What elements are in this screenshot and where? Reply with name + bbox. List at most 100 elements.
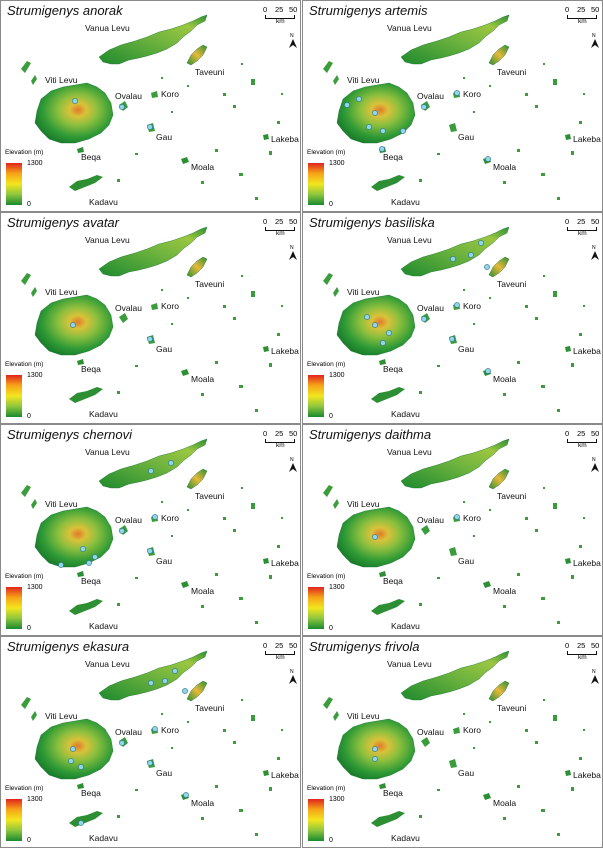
label-vanua-levu: Vanua Levu (387, 235, 432, 245)
koro-island (453, 727, 460, 734)
legend-title: Elevation (m) (307, 785, 346, 792)
scale-unit: km (276, 18, 285, 25)
north-label: N (592, 245, 596, 251)
fiji-map (323, 14, 585, 200)
scale-line (265, 227, 295, 231)
taveuni-island (186, 468, 208, 490)
record-marker (468, 252, 474, 258)
record-marker (72, 98, 78, 104)
taveuni-island (186, 256, 208, 278)
label-kadavu: Kadavu (391, 833, 420, 843)
lakeba-island (263, 346, 269, 352)
north-arrow: N (590, 457, 600, 473)
label-moala: Moala (191, 798, 215, 808)
label-vanua-levu: Vanua Levu (85, 23, 130, 33)
beqa-island (77, 571, 84, 577)
fiji-map (21, 438, 283, 624)
taveuni-island (488, 256, 510, 278)
label-gau: Gau (458, 556, 475, 566)
scale-unit: km (276, 230, 285, 237)
species-title: Strumigenys daithma (309, 427, 432, 442)
north-label: N (290, 669, 294, 675)
elevation-legend: Elevation (m) 1300 0 (307, 573, 377, 633)
moala-island (483, 793, 491, 800)
record-marker (86, 560, 92, 566)
scale-tick-50: 50 (289, 217, 298, 226)
label-lakeba: Lakeba (271, 770, 299, 780)
taveuni-island (488, 468, 510, 490)
scale-line (265, 439, 295, 443)
record-marker (162, 678, 168, 684)
scale-tick-0: 0 (565, 429, 570, 438)
elevation-legend: Elevation (m) 1300 0 (307, 149, 377, 209)
minor-islands (323, 61, 585, 200)
record-marker (454, 302, 460, 308)
north-arrow-icon (591, 39, 599, 48)
map-panel-2: Strumigenys artemis Vanua Levu Viti Levu… (302, 0, 603, 212)
ovalau-island (421, 525, 430, 535)
label-kadavu: Kadavu (391, 409, 420, 419)
record-markers (364, 240, 491, 374)
vanua-levu-island (400, 14, 510, 65)
label-koro: Koro (161, 89, 179, 99)
north-arrow: N (288, 33, 298, 49)
scale-unit: km (578, 442, 587, 449)
scale-line (567, 15, 597, 19)
label-moala: Moala (191, 162, 215, 172)
legend-title: Elevation (m) (307, 149, 346, 156)
record-marker (182, 688, 188, 694)
record-marker (147, 548, 153, 554)
scale-line (265, 651, 295, 655)
scale-tick-50: 50 (591, 217, 600, 226)
moala-island (483, 581, 491, 588)
scale-tick-50: 50 (591, 429, 600, 438)
legend-min: 0 (27, 201, 31, 208)
legend-title: Elevation (m) (5, 149, 44, 156)
label-taveuni: Taveuni (195, 279, 225, 289)
north-arrow-icon (289, 39, 297, 48)
scale-tick-50: 50 (289, 641, 298, 650)
record-marker (380, 340, 386, 346)
record-marker (372, 110, 378, 116)
scale-tick-25: 25 (275, 429, 284, 438)
label-koro: Koro (161, 725, 179, 735)
minor-islands (323, 697, 585, 836)
label-lakeba: Lakeba (573, 770, 601, 780)
record-marker (372, 322, 378, 328)
koro-island (151, 91, 158, 98)
kadavu-island (69, 599, 103, 615)
scale-bar: 0 25 50 km (565, 641, 601, 667)
map-panel-7: Strumigenys ekasura Vanua Levu Viti Levu… (0, 636, 301, 848)
north-label: N (290, 457, 294, 463)
label-taveuni: Taveuni (497, 279, 527, 289)
label-taveuni: Taveuni (497, 67, 527, 77)
record-marker (147, 124, 153, 130)
legend-min: 0 (329, 625, 333, 632)
beqa-island (379, 571, 386, 577)
scale-line (567, 439, 597, 443)
scale-tick-0: 0 (565, 641, 570, 650)
record-marker (78, 764, 84, 770)
record-marker (152, 726, 158, 732)
label-taveuni: Taveuni (195, 491, 225, 501)
fiji-map (21, 14, 283, 200)
north-label: N (592, 33, 596, 39)
scale-bar: 0 25 50 km (263, 5, 299, 31)
label-lakeba: Lakeba (271, 558, 299, 568)
legend-max: 1300 (27, 372, 43, 379)
taveuni-island (186, 44, 208, 66)
vanua-levu-island (98, 650, 208, 701)
elevation-color-ramp (308, 163, 324, 205)
label-gau: Gau (156, 344, 173, 354)
elevation-color-ramp (308, 799, 324, 841)
lakeba-island (263, 134, 269, 140)
vanua-levu-island (98, 226, 208, 277)
label-lakeba: Lakeba (271, 134, 299, 144)
legend-max: 1300 (329, 796, 345, 803)
label-beqa: Beqa (383, 152, 403, 162)
species-title: Strumigenys ekasura (7, 639, 130, 654)
scale-bar: 0 25 50 km (565, 217, 601, 243)
elevation-color-ramp (6, 587, 22, 629)
beqa-island (77, 147, 84, 153)
